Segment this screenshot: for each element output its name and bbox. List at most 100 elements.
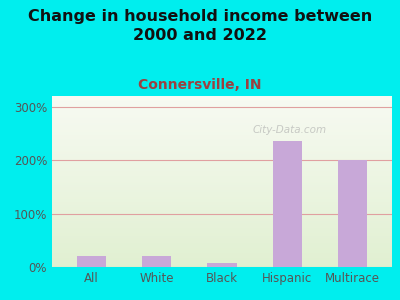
Bar xyxy=(52,115,392,116)
Bar xyxy=(52,264,392,265)
Bar xyxy=(52,169,392,171)
Bar xyxy=(52,175,392,176)
Bar xyxy=(52,231,392,233)
Bar xyxy=(52,125,392,127)
Bar xyxy=(52,116,392,118)
Bar xyxy=(52,240,392,241)
Bar xyxy=(52,146,392,147)
Bar xyxy=(52,130,392,132)
Bar xyxy=(52,182,392,183)
Bar xyxy=(52,105,392,106)
Bar xyxy=(52,137,392,139)
Bar xyxy=(52,98,392,99)
Bar xyxy=(52,199,392,200)
Bar xyxy=(52,243,392,245)
Bar xyxy=(52,218,392,219)
Bar xyxy=(52,168,392,169)
Bar xyxy=(52,195,392,197)
Bar xyxy=(52,164,392,166)
Bar xyxy=(52,200,392,202)
Bar xyxy=(52,260,392,262)
Text: Connersville, IN: Connersville, IN xyxy=(138,78,262,92)
Bar xyxy=(52,258,392,260)
Bar xyxy=(52,255,392,257)
Text: Change in household income between
2000 and 2022: Change in household income between 2000 … xyxy=(28,9,372,43)
Bar xyxy=(142,256,171,267)
Bar xyxy=(52,159,392,161)
Bar xyxy=(52,257,392,258)
Bar xyxy=(52,236,392,238)
Bar xyxy=(52,253,392,255)
Bar xyxy=(52,152,392,154)
Bar xyxy=(52,142,392,144)
Bar xyxy=(52,122,392,123)
Bar xyxy=(52,101,392,103)
Bar xyxy=(76,256,106,267)
Bar xyxy=(52,158,392,159)
Bar xyxy=(52,185,392,187)
Bar xyxy=(52,265,392,267)
Bar xyxy=(52,171,392,173)
Bar xyxy=(52,132,392,134)
Bar xyxy=(207,263,237,267)
Bar xyxy=(52,250,392,252)
Bar xyxy=(52,134,392,135)
Bar xyxy=(52,223,392,224)
Bar xyxy=(52,113,392,115)
Bar xyxy=(338,160,368,267)
Bar xyxy=(52,111,392,113)
Bar xyxy=(52,211,392,212)
Bar xyxy=(52,230,392,231)
Bar xyxy=(52,178,392,180)
Bar xyxy=(52,188,392,190)
Bar xyxy=(52,128,392,130)
Bar xyxy=(52,192,392,194)
Bar xyxy=(52,106,392,108)
Bar xyxy=(52,139,392,140)
Bar xyxy=(52,156,392,158)
Bar xyxy=(52,252,392,253)
Bar xyxy=(52,135,392,137)
Bar xyxy=(52,144,392,146)
Bar xyxy=(52,238,392,240)
Bar xyxy=(273,141,302,267)
Bar xyxy=(52,147,392,149)
Bar xyxy=(52,197,392,199)
Bar xyxy=(52,151,392,152)
Bar xyxy=(52,194,392,195)
Bar xyxy=(52,180,392,182)
Bar xyxy=(52,262,392,264)
Bar xyxy=(52,216,392,218)
Bar xyxy=(52,212,392,214)
Bar xyxy=(52,163,392,164)
Bar xyxy=(52,96,392,98)
Text: City-Data.com: City-Data.com xyxy=(253,125,327,135)
Bar xyxy=(52,127,392,128)
Bar xyxy=(52,219,392,221)
Bar xyxy=(52,183,392,185)
Bar xyxy=(52,221,392,223)
Bar xyxy=(52,233,392,235)
Bar xyxy=(52,228,392,230)
Bar xyxy=(52,123,392,125)
Bar xyxy=(52,120,392,122)
Bar xyxy=(52,224,392,226)
Bar xyxy=(52,235,392,236)
Bar xyxy=(52,140,392,142)
Bar xyxy=(52,241,392,243)
Bar xyxy=(52,206,392,207)
Bar xyxy=(52,187,392,188)
Bar xyxy=(52,248,392,250)
Bar xyxy=(52,207,392,209)
Bar xyxy=(52,202,392,204)
Bar xyxy=(52,209,392,211)
Bar xyxy=(52,245,392,247)
Bar xyxy=(52,190,392,192)
Bar xyxy=(52,161,392,163)
Bar xyxy=(52,247,392,248)
Bar xyxy=(52,99,392,101)
Bar xyxy=(52,118,392,120)
Bar xyxy=(52,176,392,178)
Bar xyxy=(52,108,392,110)
Bar xyxy=(52,173,392,175)
